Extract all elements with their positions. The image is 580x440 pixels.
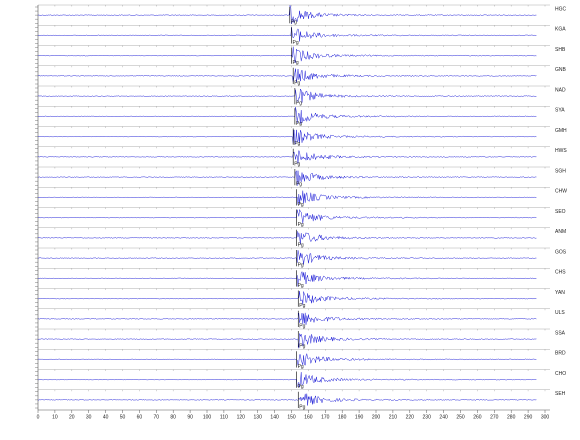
x-tick-label: 0	[37, 414, 40, 420]
x-tick-label: 260	[473, 414, 482, 420]
phase-label: Pg	[298, 384, 304, 390]
waveform	[37, 68, 537, 83]
x-tick-label: 80	[170, 414, 176, 420]
station-label: SHB	[555, 47, 566, 53]
x-tick-label: 70	[154, 414, 160, 420]
x-tick-label: 10	[52, 414, 58, 420]
x-tick-label: 220	[406, 414, 415, 420]
x-tick-label: 200	[372, 414, 381, 420]
station-label: ULS	[555, 310, 565, 316]
x-tick-label: 100	[203, 414, 212, 420]
phase-label: Pg	[299, 303, 305, 309]
x-tick-label: 170	[321, 414, 330, 420]
phase-label: Pg	[296, 121, 302, 127]
phase-label: Pg	[298, 242, 304, 248]
waveform	[37, 169, 537, 186]
x-tick-label: 160	[304, 414, 313, 420]
station-label: GNB	[555, 67, 567, 73]
waveform	[37, 291, 537, 305]
phase-label: Pg	[298, 222, 304, 228]
waveform	[37, 231, 537, 245]
x-tick-label: 140	[270, 414, 279, 420]
x-tick-label: 20	[69, 414, 75, 420]
station-label: CHS	[555, 270, 566, 276]
waveform	[37, 270, 537, 287]
x-tick-label: 60	[137, 414, 143, 420]
phase-label: Pg	[291, 20, 297, 26]
waveform	[37, 190, 537, 205]
x-tick-label: 240	[439, 414, 448, 420]
station-label: SYA	[555, 108, 565, 114]
phase-label: Pg	[298, 202, 304, 208]
waveform	[37, 352, 537, 366]
phase-label: Pg	[296, 182, 302, 188]
station-label: KGA	[555, 27, 566, 33]
waveform	[37, 312, 537, 325]
station-label: ANM	[555, 229, 566, 235]
waveform	[37, 333, 537, 349]
phase-label: Pg	[294, 141, 300, 147]
x-tick-label: 50	[120, 414, 126, 420]
x-tick-label: 90	[187, 414, 193, 420]
waveform	[37, 129, 537, 145]
waveform	[37, 149, 537, 164]
station-label: HGC	[555, 6, 567, 12]
station-label: SSA	[555, 330, 566, 336]
x-tick-label: 230	[423, 414, 432, 420]
waveform	[37, 208, 537, 224]
x-tick-label: 120	[237, 414, 246, 420]
waveform	[37, 27, 537, 42]
station-label: CHW	[555, 189, 567, 195]
station-label: CHO	[555, 371, 566, 377]
x-tick-label: 130	[254, 414, 263, 420]
waveform	[37, 88, 537, 103]
phase-label: Pg	[293, 60, 299, 66]
x-tick-label: 300	[541, 414, 550, 420]
waveform	[37, 46, 537, 64]
phase-label: Pg	[294, 80, 300, 86]
x-tick-label: 280	[507, 414, 516, 420]
station-label: GOS	[555, 249, 567, 255]
waveform	[37, 5, 537, 24]
station-label: SEO	[555, 209, 566, 215]
x-tick-label: 40	[103, 414, 109, 420]
station-label: GMH	[555, 128, 567, 134]
x-tick-label: 30	[86, 414, 92, 420]
waveform	[37, 393, 537, 406]
station-label: SGH	[555, 168, 566, 174]
phase-label: Pg	[294, 161, 300, 167]
phase-label: Pg	[298, 364, 304, 370]
phase-label: Pg	[299, 344, 305, 350]
station-label: NAD	[555, 87, 566, 93]
x-tick-label: 180	[338, 414, 347, 420]
phase-label: Pg	[293, 40, 299, 46]
phase-label: Pg	[298, 263, 304, 269]
station-label: BRD	[555, 351, 566, 357]
station-label: SEH	[555, 391, 566, 397]
waveform	[37, 250, 537, 265]
x-tick-label: 190	[355, 414, 364, 420]
x-tick-label: 250	[456, 414, 465, 420]
phase-label: Pg	[296, 101, 302, 107]
x-tick-label: 150	[287, 414, 296, 420]
phase-label: Pg	[298, 283, 304, 289]
phase-label: Pg	[299, 404, 305, 410]
waveform	[37, 107, 537, 124]
x-tick-label: 270	[490, 414, 499, 420]
waveform	[37, 372, 537, 388]
x-tick-label: 110	[220, 414, 228, 420]
station-label: YAN	[555, 290, 565, 296]
phase-label: Pg	[299, 323, 305, 329]
x-tick-label: 290	[524, 414, 533, 420]
x-tick-label: 210	[389, 414, 398, 420]
station-label: HWS	[555, 148, 567, 154]
